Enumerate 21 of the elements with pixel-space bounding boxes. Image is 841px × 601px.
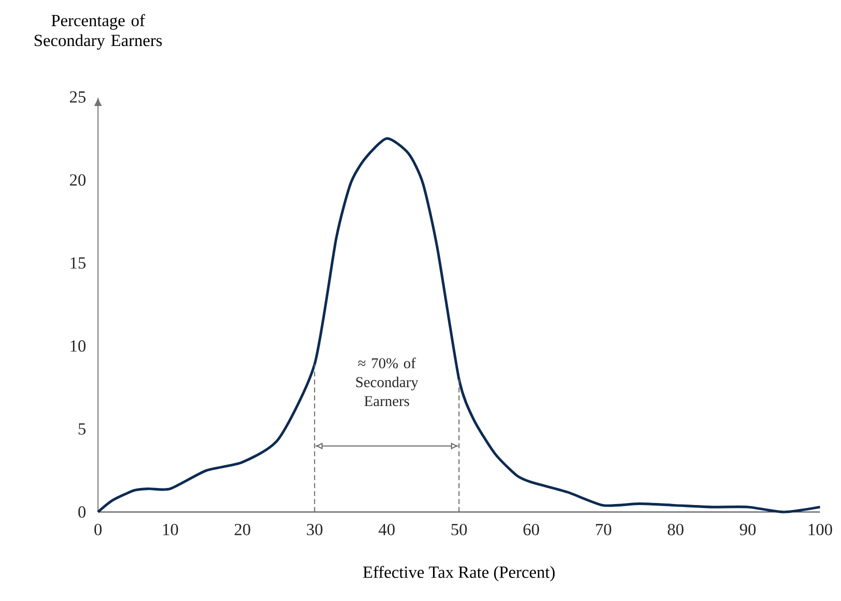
y-axis-title: Percentage of Secondary Earners [34, 14, 162, 50]
x-tick-label: 20 [234, 524, 250, 536]
x-axis-title: Effective Tax Rate (Percent) [363, 566, 555, 582]
y-tick-label: 10 [70, 340, 86, 352]
y-tick-label: 0 [78, 506, 86, 518]
y-tick-label: 15 [70, 257, 86, 269]
x-tick-label: 30 [306, 524, 322, 536]
y-tick-label: 5 [78, 423, 86, 435]
x-tick-label: 60 [523, 524, 540, 536]
x-tick-label: 0 [94, 524, 102, 536]
x-tick-label: 80 [668, 524, 684, 536]
y-tick-label: 25 [70, 91, 86, 103]
x-tick-label: 70 [596, 524, 612, 536]
x-tick-label: 40 [378, 524, 395, 536]
x-tick-label: 50 [452, 524, 467, 536]
x-tick-label: 10 [163, 524, 178, 536]
line-series [96, 137, 822, 514]
x-tick-label: 90 [740, 524, 756, 536]
y-tick-label: 20 [70, 174, 86, 186]
x-tick-label: 100 [808, 524, 832, 536]
annotation: ≈ 70% of Secondary Earners [356, 358, 418, 406]
